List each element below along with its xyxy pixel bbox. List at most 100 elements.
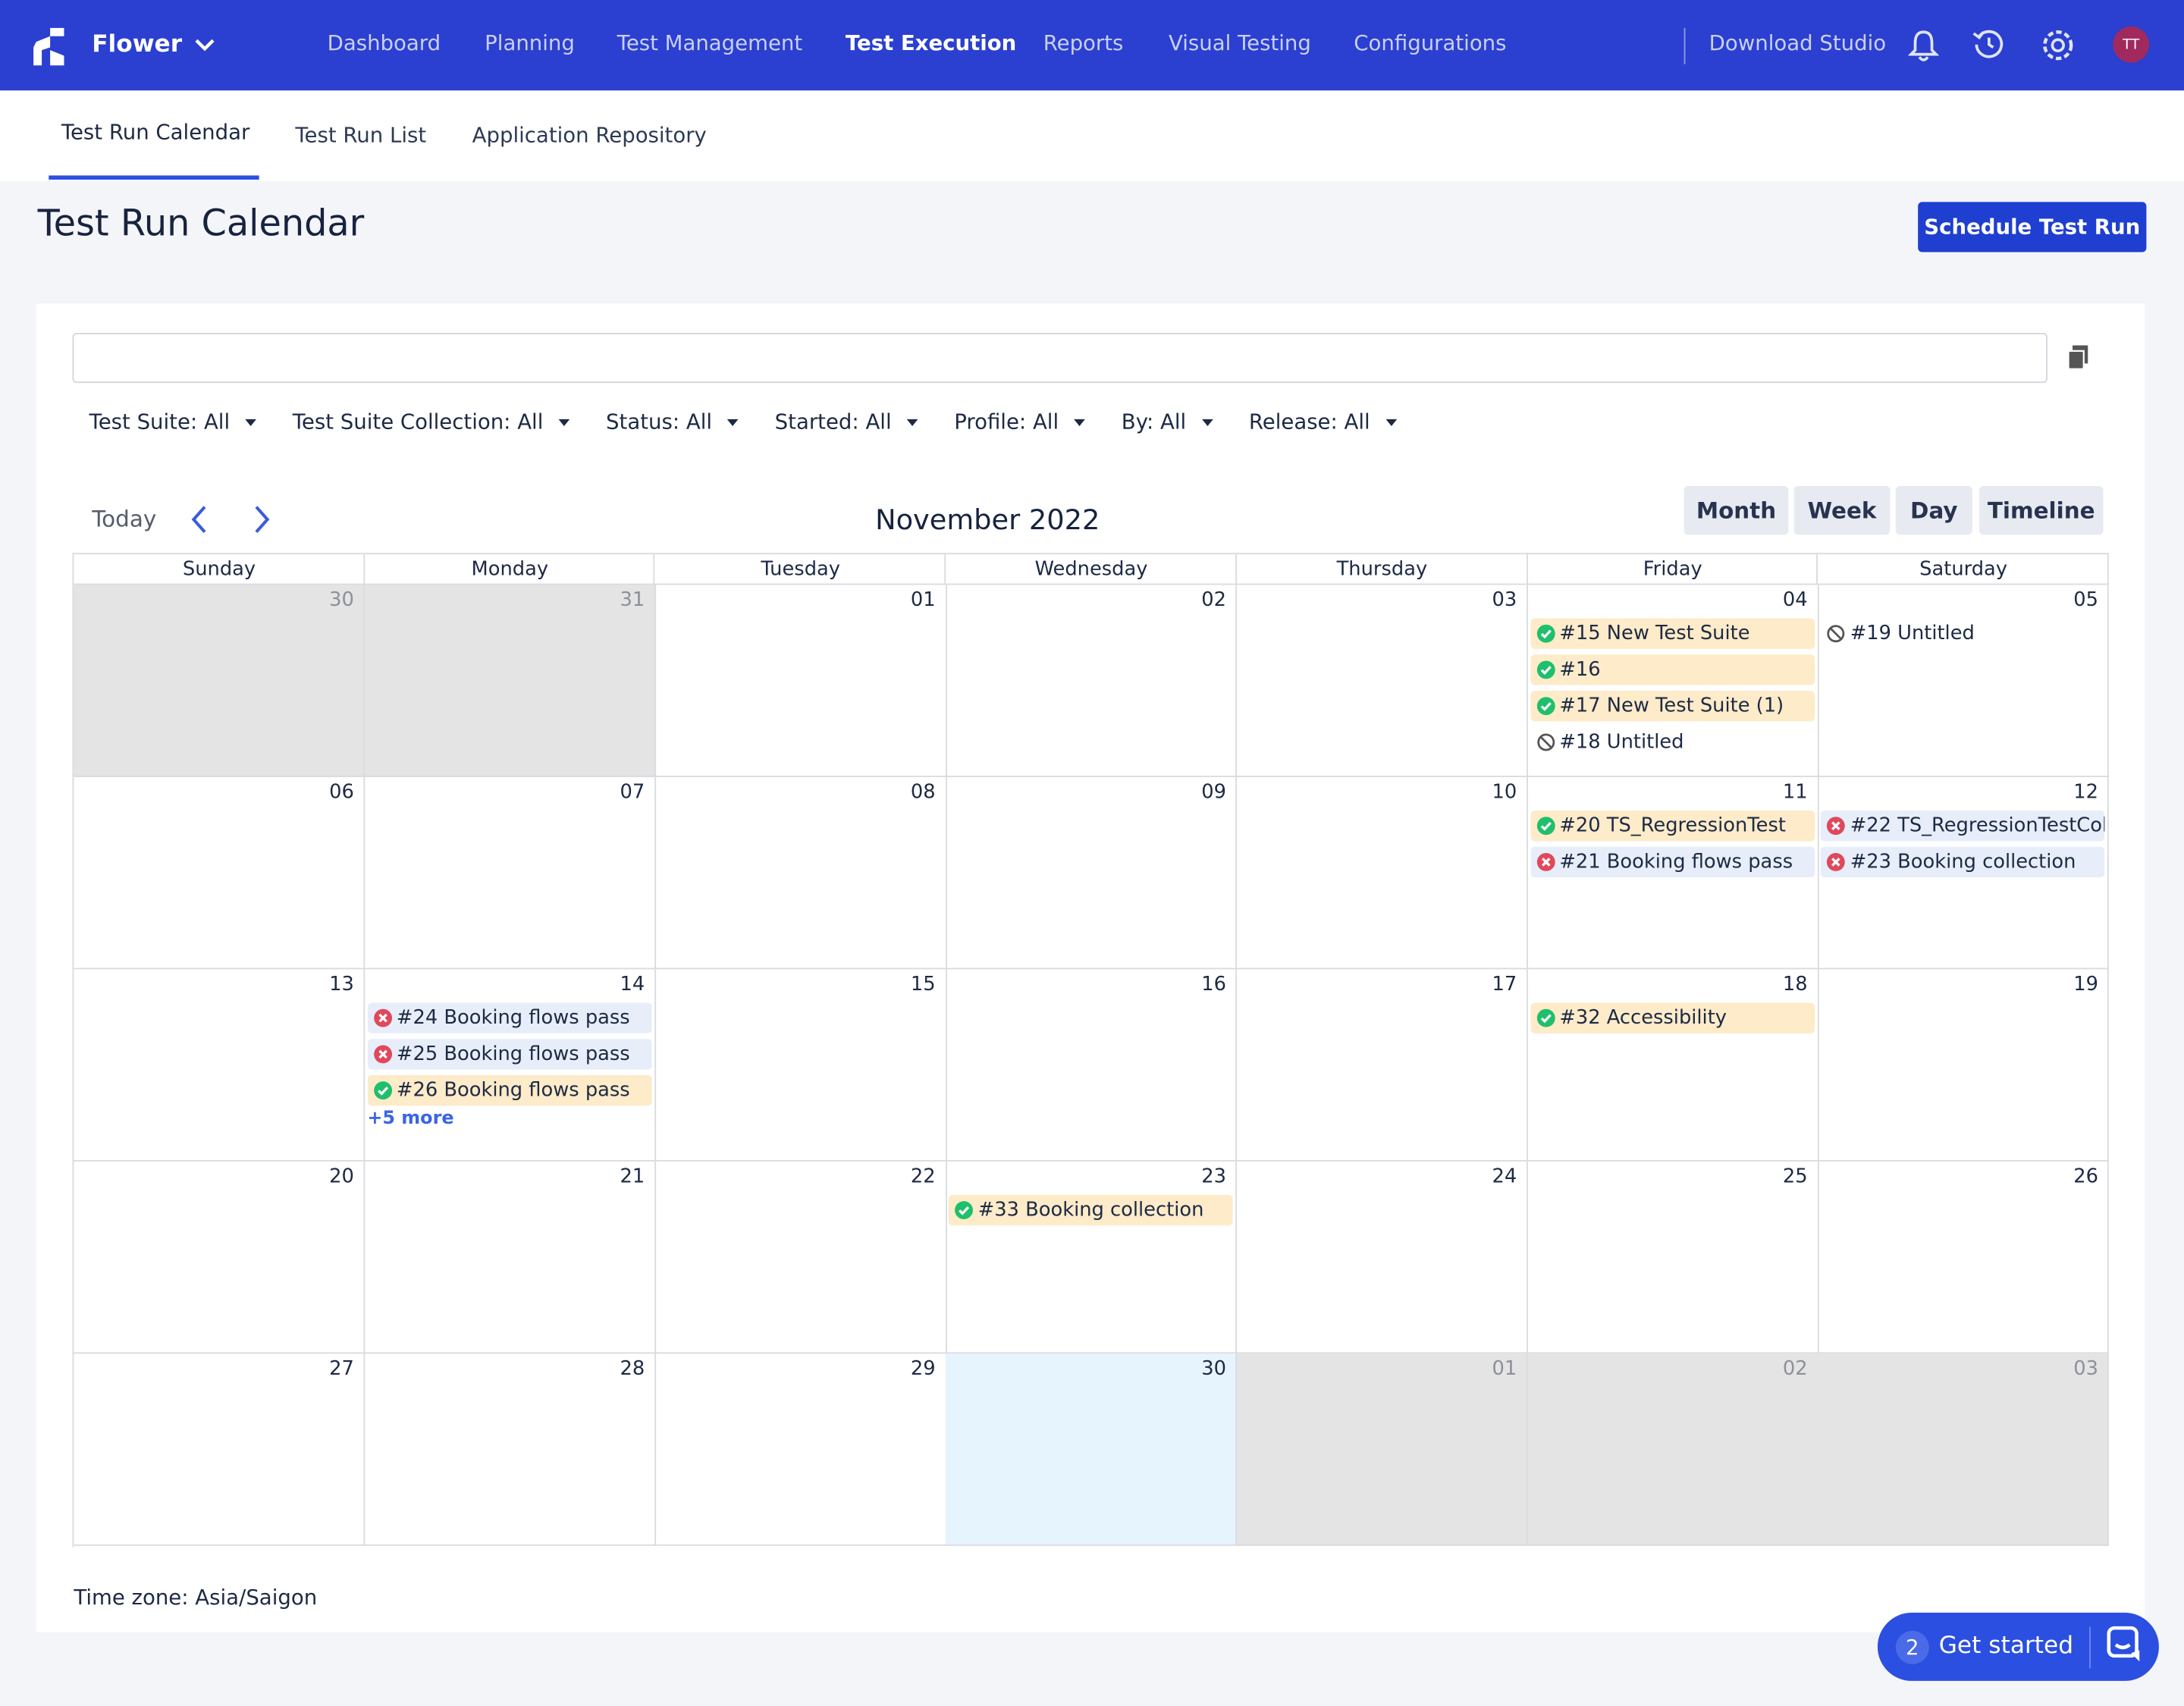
copy-icon[interactable]: [2067, 345, 2089, 371]
bell-icon[interactable]: [1908, 30, 1939, 63]
test-run-event[interactable]: #19 Untitled: [1821, 619, 2105, 649]
nav-item[interactable]: Configurations: [1354, 30, 1507, 56]
view-button[interactable]: Day: [1895, 486, 1972, 535]
test-run-event[interactable]: #21 Booking flows pass: [1530, 846, 1815, 878]
test-run-event[interactable]: #18 Untitled: [1530, 727, 1815, 757]
brand[interactable]: Flower: [92, 30, 183, 59]
caret: [727, 419, 739, 427]
test-run-event[interactable]: #15 New Test Suite: [1530, 618, 1815, 649]
avatar[interactable]: TT: [2113, 26, 2150, 63]
day-cell[interactable]: 09: [946, 776, 1238, 970]
day-cell[interactable]: 10: [1236, 776, 1528, 970]
day-cell[interactable]: 06: [74, 776, 366, 970]
nav-item[interactable]: Test Management: [617, 30, 803, 56]
day-cell[interactable]: 11 #20 TS_RegressionTest #21 Booking flows…: [1527, 776, 1819, 970]
settings-icon[interactable]: [2041, 28, 2076, 63]
day-cell[interactable]: 16: [946, 969, 1238, 1162]
day-cell[interactable]: 08: [655, 776, 947, 970]
filter-dropdown[interactable]: Test Suite: All: [89, 409, 231, 435]
nav-item[interactable]: Test Execution: [845, 30, 1017, 56]
day-cell[interactable]: 30: [946, 1353, 1238, 1546]
test-run-event[interactable]: #23 Booking collection: [1821, 846, 2106, 878]
caret: [1074, 419, 1086, 427]
tab[interactable]: Application Repository: [472, 122, 707, 148]
day-cell[interactable]: 24: [1236, 1161, 1528, 1354]
day-cell[interactable]: 07: [364, 776, 656, 970]
tab[interactable]: Test Run List: [295, 122, 427, 148]
day-cell[interactable]: 12 #22 TS_RegressionTestColl #23 Booking c…: [1818, 776, 2110, 970]
day-cell[interactable]: 28: [364, 1353, 656, 1546]
day-number: 30: [1201, 1357, 1226, 1381]
tab[interactable]: Test Run Calendar: [61, 119, 250, 146]
schedule-button[interactable]: Schedule Test Run: [1918, 202, 2147, 252]
day-cell[interactable]: 25: [1527, 1161, 1819, 1354]
day-cell[interactable]: 01: [1236, 1353, 1528, 1546]
test-run-event[interactable]: #20 TS_RegressionTest: [1530, 810, 1815, 842]
help-label[interactable]: Get started: [1938, 1632, 2074, 1661]
day-cell[interactable]: 21: [364, 1161, 656, 1354]
more-link[interactable]: +5 more: [367, 1109, 454, 1130]
filter-dropdown[interactable]: By: All: [1121, 409, 1187, 435]
day-cell[interactable]: 14 #24 Booking flows pass #25 Booking flow…: [364, 969, 656, 1162]
day-cell[interactable]: 22: [655, 1161, 947, 1354]
test-run-event[interactable]: #22 TS_RegressionTestColl: [1821, 810, 2106, 842]
download-studio[interactable]: Download Studio: [1709, 30, 1887, 56]
view-button[interactable]: Week: [1793, 486, 1891, 535]
test-run-event[interactable]: #16: [1530, 654, 1815, 685]
day-cell[interactable]: 23 #33 Booking collection: [946, 1161, 1238, 1354]
day-cell[interactable]: 17: [1236, 969, 1528, 1162]
status-icon-passed: [1536, 660, 1555, 679]
grid-line: [1526, 554, 1528, 585]
filter-dropdown[interactable]: Status: All: [606, 409, 713, 435]
day-cell[interactable]: 30: [74, 585, 366, 777]
nav-item[interactable]: Dashboard: [327, 30, 441, 56]
test-run-event[interactable]: #32 Accessibility: [1530, 1002, 1815, 1033]
help-icon[interactable]: [2106, 1625, 2145, 1664]
view-button[interactable]: Month: [1684, 486, 1789, 535]
today-button[interactable]: Today: [92, 505, 157, 532]
day-cell[interactable]: 27: [74, 1353, 366, 1546]
day-number: 20: [329, 1165, 354, 1188]
day-number: 02: [1782, 1357, 1808, 1381]
day-cell[interactable]: 05 #19 Untitled: [1818, 585, 2110, 777]
day-number: 27: [329, 1357, 354, 1381]
test-run-event[interactable]: #17 New Test Suite (1): [1530, 691, 1815, 722]
day-cell[interactable]: 31: [364, 585, 656, 777]
test-run-event[interactable]: #25 Booking flows pass: [367, 1039, 652, 1070]
status-icon-passed: [1536, 624, 1555, 643]
history-icon[interactable]: [1972, 28, 2006, 61]
day-cell[interactable]: 02: [946, 585, 1238, 777]
day-cell[interactable]: 19: [1818, 969, 2110, 1162]
nav-item[interactable]: Visual Testing: [1169, 30, 1311, 56]
nav-item[interactable]: Planning: [485, 30, 575, 56]
next-button[interactable]: [251, 504, 273, 535]
day-cell[interactable]: 01: [655, 585, 947, 777]
view-button[interactable]: Timeline: [1978, 486, 2104, 535]
status-icon-failed: [373, 1045, 392, 1064]
day-number: 08: [910, 781, 936, 804]
day-cell[interactable]: 03: [1818, 1353, 2110, 1546]
day-cell[interactable]: 15: [655, 969, 947, 1162]
filter-dropdown[interactable]: Profile: All: [954, 409, 1059, 435]
day-number: 13: [329, 973, 354, 996]
test-run-event[interactable]: #33 Booking collection: [949, 1194, 1234, 1226]
day-cell[interactable]: 04 #15 New Test Suite #16 #17 New Test Suit…: [1527, 585, 1819, 777]
search-input[interactable]: [72, 332, 2048, 384]
nav-item[interactable]: Reports: [1043, 30, 1124, 56]
filter-dropdown[interactable]: Started: All: [774, 409, 892, 435]
filter-dropdown[interactable]: Release: All: [1248, 409, 1370, 435]
day-cell[interactable]: 29: [655, 1353, 947, 1546]
weekday: Friday: [1643, 558, 1702, 581]
sub-tabs: Test Run Calendar Test Run List Applicatio…: [0, 90, 2184, 181]
day-cell[interactable]: 03: [1236, 585, 1528, 777]
prev-button[interactable]: [188, 504, 210, 535]
day-cell[interactable]: 13: [74, 969, 366, 1162]
brand-chevron[interactable]: [193, 36, 215, 53]
day-cell[interactable]: 26: [1818, 1161, 2110, 1354]
day-cell[interactable]: 02: [1527, 1353, 1819, 1546]
day-cell[interactable]: 20: [74, 1161, 366, 1354]
day-cell[interactable]: 18 #32 Accessibility: [1527, 969, 1819, 1162]
test-run-event[interactable]: #24 Booking flows pass: [367, 1002, 652, 1033]
test-run-event[interactable]: #26 Booking flows pass: [367, 1074, 652, 1106]
filter-dropdown[interactable]: Test Suite Collection: All: [292, 409, 544, 435]
